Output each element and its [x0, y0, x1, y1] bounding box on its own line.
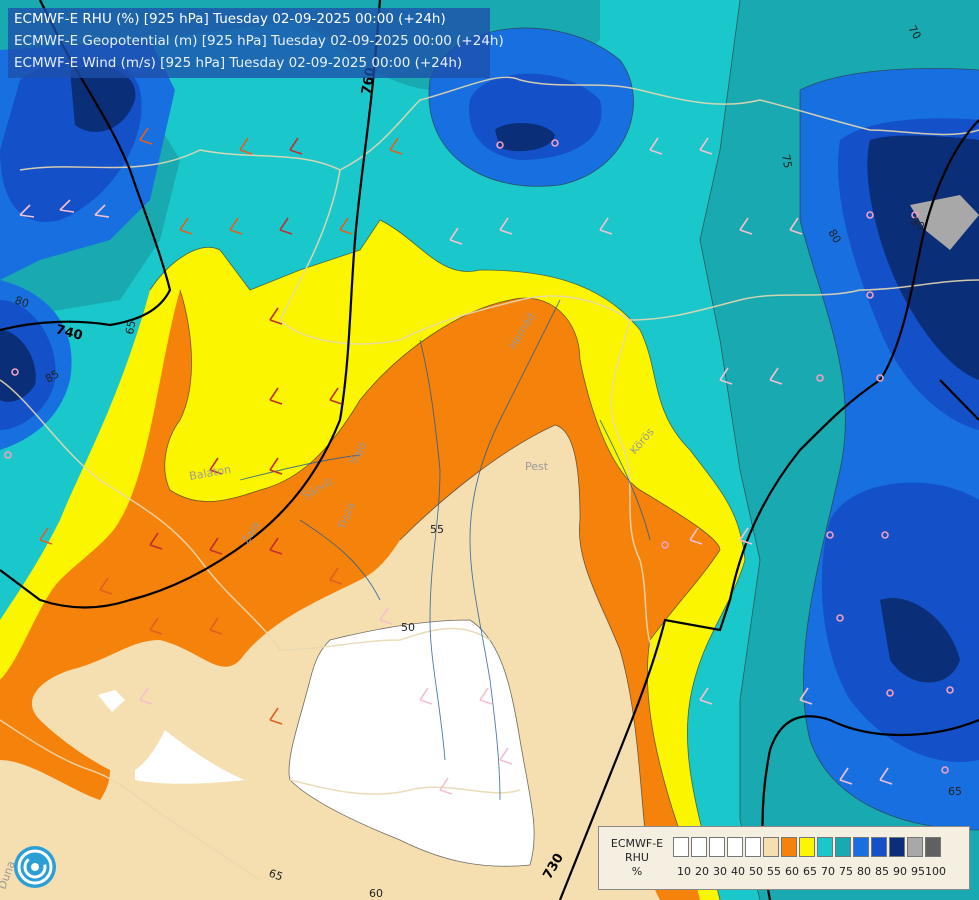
rhu-label-55: 55: [430, 523, 444, 536]
geopotential-label-740: 740: [54, 322, 84, 344]
legend-swatch: [817, 837, 833, 857]
ecmwf-logo-icon: [14, 846, 56, 888]
rhu-label-65-south: 65: [267, 867, 285, 884]
legend-tick: 80: [857, 865, 871, 878]
legend-swatch: [727, 837, 743, 857]
rhu-band-90-east2: [880, 598, 960, 683]
wind-barbs: [4, 127, 954, 795]
legend-swatch: [907, 837, 923, 857]
legend-tick: 30: [713, 865, 727, 878]
legend-title-line3: %: [631, 865, 643, 878]
map-title-box: ECMWF-E RHU (%) [925 hPa] Tuesday 02-09-…: [8, 8, 504, 78]
legend-tick: 85: [875, 865, 889, 878]
legend-tick: 90: [893, 865, 907, 878]
legend-swatch: [745, 837, 761, 857]
rhu-label-65: 65: [123, 319, 138, 335]
legend-title-line2: RHU: [625, 851, 649, 864]
rhu-band-50: [289, 620, 535, 867]
country-borders: [0, 76, 979, 881]
rhu-band-95: [910, 195, 979, 250]
legend-tick: 20: [695, 865, 709, 878]
legend-title: ECMWF-E RHU %: [603, 837, 671, 879]
legend-swatches: [673, 837, 943, 857]
rhu-band-50-small: [98, 690, 125, 712]
legend-tick: 55: [767, 865, 781, 878]
rhu-band-55-west: [0, 760, 260, 900]
legend-title-line1: ECMWF-E: [610, 837, 664, 850]
legend-swatch: [925, 837, 941, 857]
rhu-label-65-east: 65: [948, 785, 962, 798]
legend-swatch: [799, 837, 815, 857]
legend-tick: 40: [731, 865, 745, 878]
legend-swatch: [709, 837, 725, 857]
title-wind: ECMWF-E Wind (m/s) [925 hPa] Tuesday 02-…: [14, 55, 463, 71]
rhu-band-90-east: [867, 135, 979, 380]
legend-swatch: [763, 837, 779, 857]
rhu-band-50-west: [135, 730, 245, 784]
legend-tick: 60: [785, 865, 799, 878]
legend-tick: 100: [925, 865, 946, 878]
legend-swatch: [691, 837, 707, 857]
legend-swatch: [781, 837, 797, 857]
rhu-label-50: 50: [401, 621, 415, 634]
rhu-band-90-west: [70, 66, 136, 132]
title-rhu: ECMWF-E RHU (%) [925 hPa] Tuesday 02-09-…: [14, 11, 446, 27]
place-label-pest: Pest: [525, 460, 549, 473]
rhu-label-80: 80: [825, 227, 843, 246]
legend-tick: 65: [803, 865, 817, 878]
legend-tick: 75: [839, 865, 853, 878]
title-geopotential: ECMWF-E Geopotential (m) [925 hPa] Tuesd…: [14, 33, 504, 49]
legend-tick: 70: [821, 865, 835, 878]
legend-tick: 10: [677, 865, 691, 878]
legend-swatch: [871, 837, 887, 857]
rhu-band-90-north: [495, 123, 555, 152]
legend-swatch: [835, 837, 851, 857]
rhu-label-70: 70: [905, 23, 923, 42]
rivers: [239, 299, 651, 801]
color-legend: ECMWF-E RHU % 10 20 30 40 50 55 60 65 70 75 80 85 90…: [598, 826, 970, 890]
legend-ticks: 10 20 30 40 50 55 60 65 70 75 80 85 90 95 100: [673, 865, 946, 878]
legend-tick: 95: [911, 865, 925, 878]
legend-swatch: [889, 837, 905, 857]
swirl-icon: [17, 849, 53, 885]
rhu-labels: 70 75 80 90 80 85 65 55 50 65 65 60: [13, 23, 962, 900]
legend-tick: 50: [749, 865, 763, 878]
rhu-label-80-west: 80: [13, 294, 31, 311]
legend-swatch: [673, 837, 689, 857]
rhu-label-85: 85: [43, 367, 62, 385]
legend-swatch: [853, 837, 869, 857]
rhu-label-60: 60: [369, 887, 383, 900]
rhu-band-90-westmid: [0, 330, 36, 402]
rhu-label-75: 75: [779, 153, 794, 169]
